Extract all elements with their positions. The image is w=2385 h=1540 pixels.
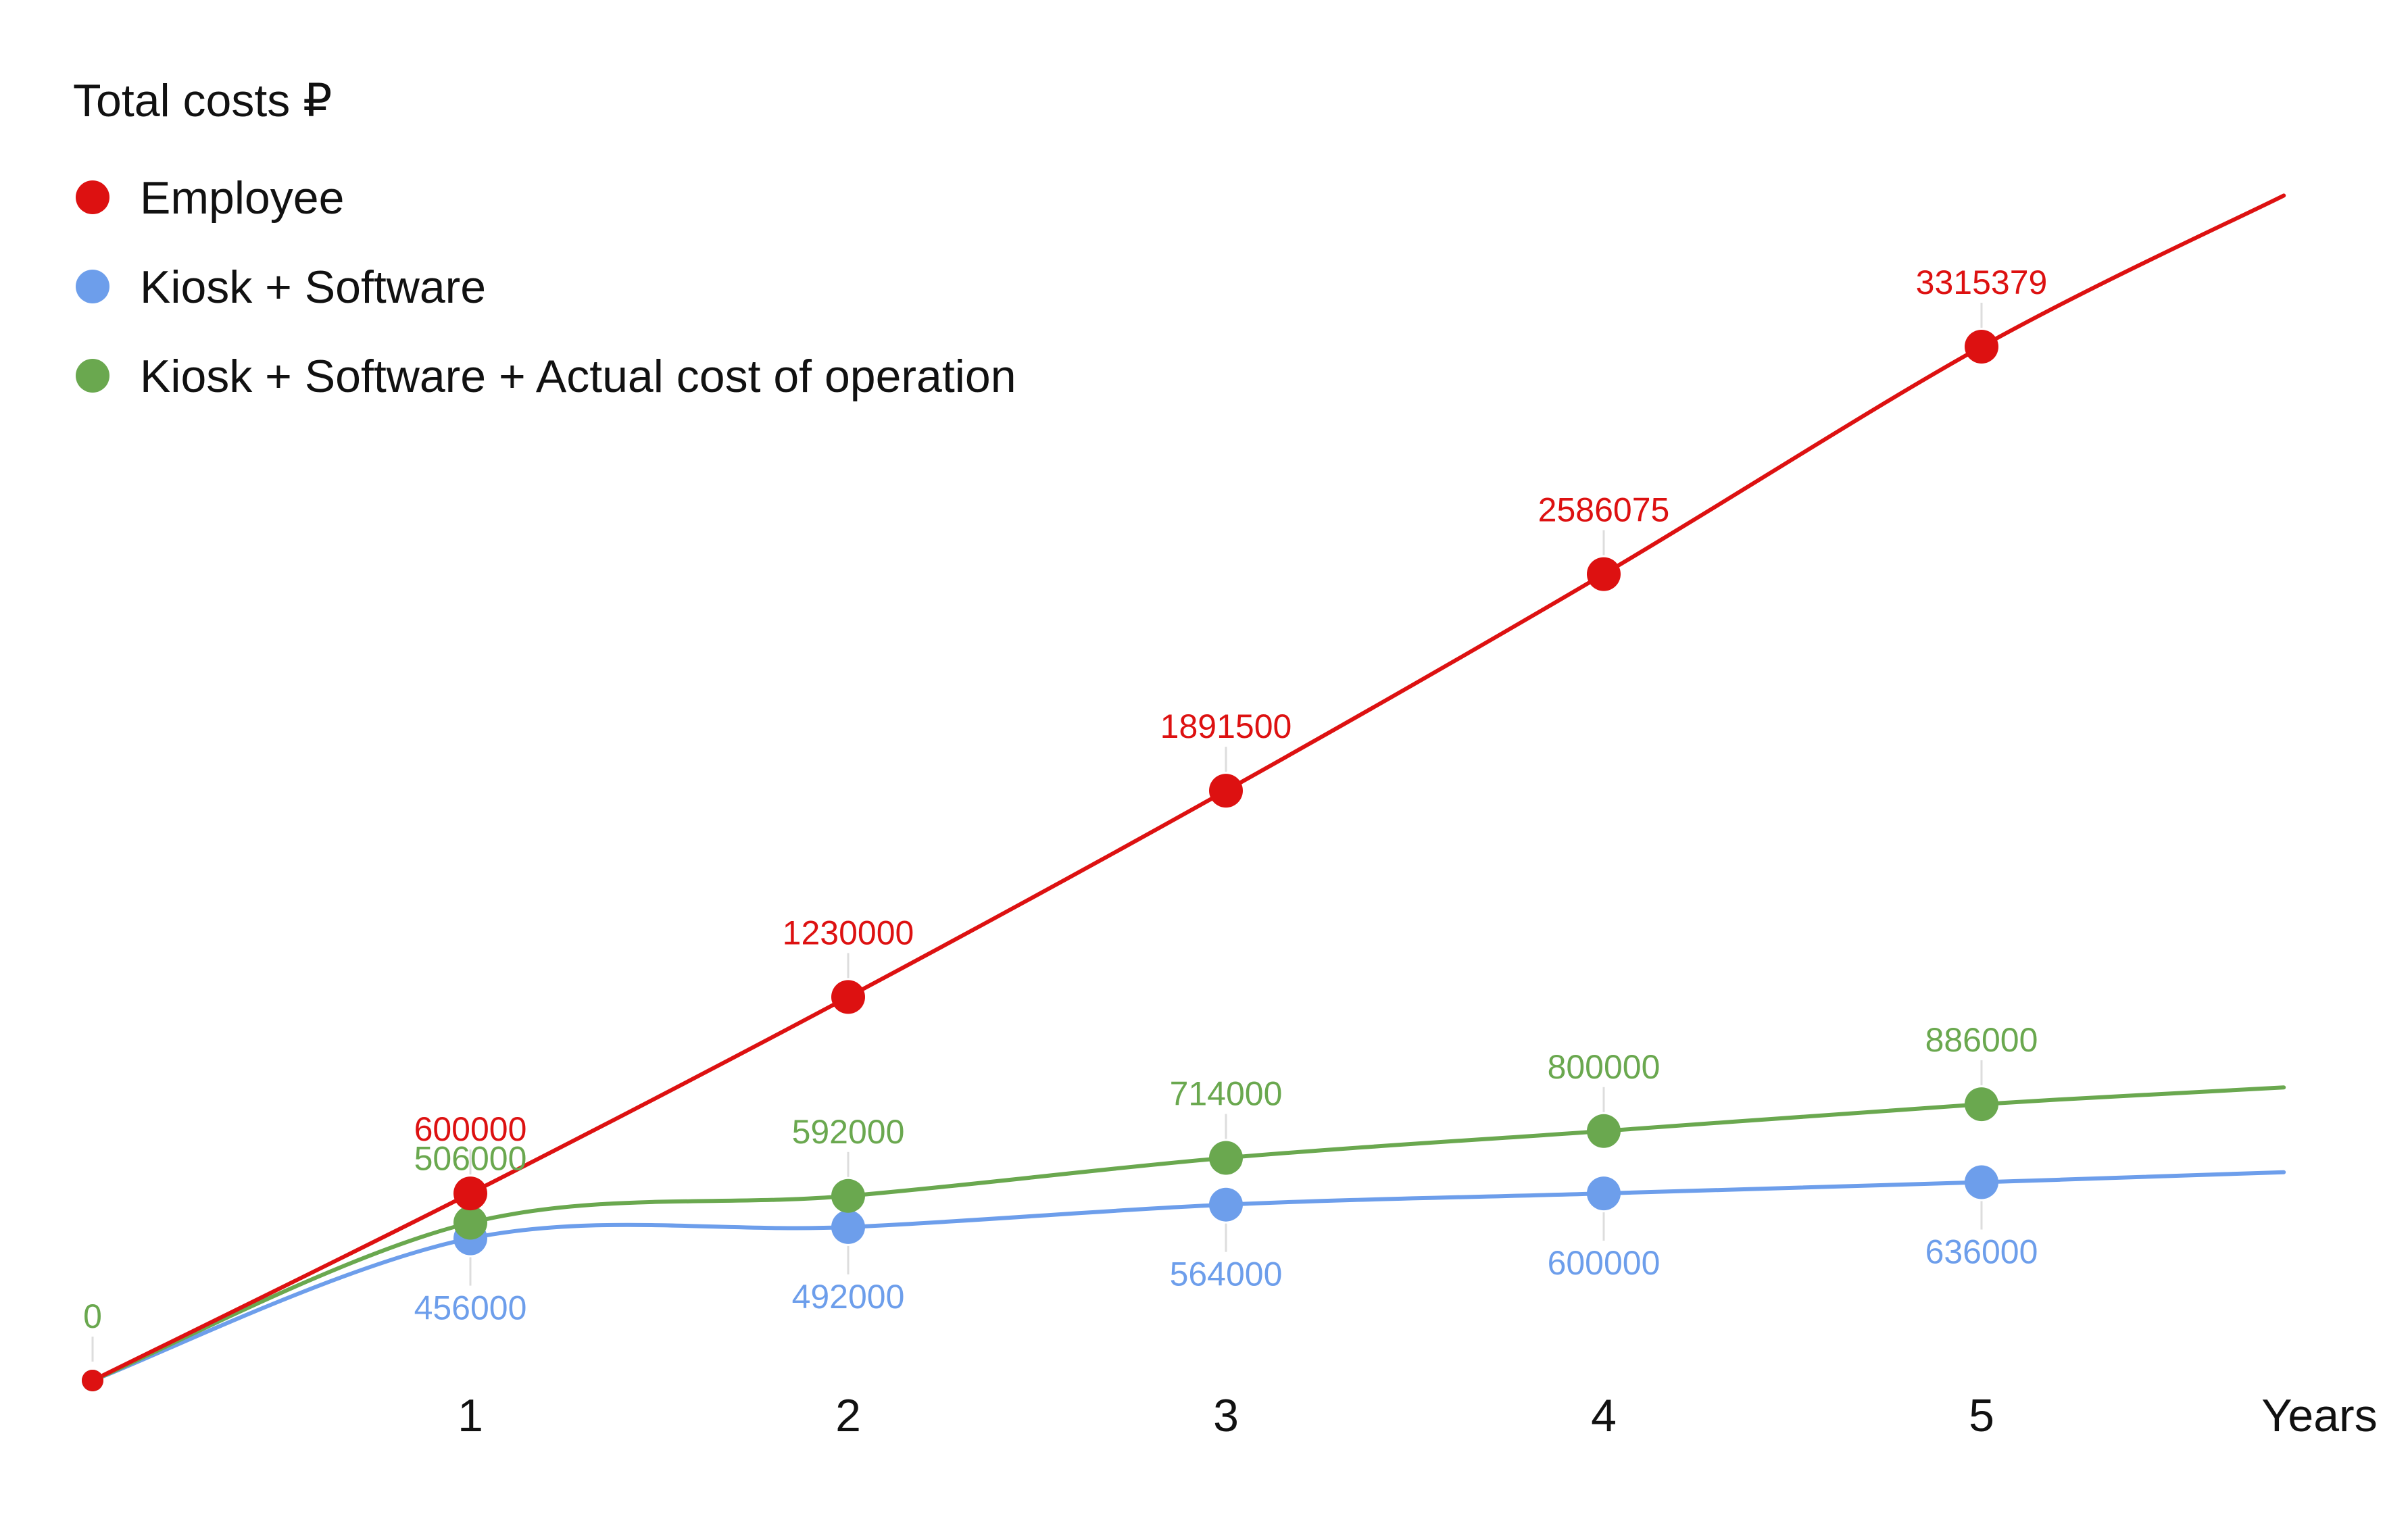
kiosk-software-data-label: 456000	[414, 1289, 527, 1327]
kiosk-software-actual-cost-of-operation-data-label: 714000	[1170, 1075, 1283, 1113]
x-axis-ticks: 1 2 3 4 5	[458, 1390, 1994, 1441]
employee-point	[453, 1176, 487, 1211]
x-axis-label: Years	[2261, 1390, 2377, 1441]
kiosk-software-actual-cost-of-operation-data-label: 800000	[1548, 1048, 1661, 1086]
kiosk-software-point	[1209, 1187, 1243, 1222]
x-tick-label: 2	[835, 1390, 861, 1441]
legend-item-employee: Employee	[76, 172, 344, 224]
legend-marker	[76, 270, 109, 303]
legend-item-kiosk-software: Kiosk + Software	[76, 262, 486, 313]
kiosk-software-actual-cost-of-operation-point	[453, 1206, 487, 1240]
employee-point	[1587, 557, 1621, 591]
kiosk-software-data-label: 636000	[1925, 1233, 2038, 1271]
kiosk-software-data-label: 564000	[1170, 1256, 1283, 1293]
kiosk-software-actual-cost-of-operation-point	[1209, 1141, 1243, 1175]
employee-data-label: 1891500	[1160, 707, 1292, 745]
kiosk-software-actual-cost-of-operation-point	[1587, 1114, 1621, 1148]
x-tick-label: 5	[1969, 1390, 1994, 1441]
kiosk-software-actual-cost-of-operation-point	[831, 1178, 865, 1213]
legend-item-kiosk-software-actual-cost-of-operation: Kiosk + Software + Actual cost of operat…	[76, 351, 1016, 402]
legend-label: Kiosk + Software	[140, 262, 486, 313]
label-guides	[91, 303, 1983, 1362]
x-tick-label: 4	[1591, 1390, 1617, 1441]
chart-title: Total costs ₽	[73, 75, 332, 126]
x-tick-label: 3	[1213, 1390, 1239, 1441]
employee-point	[1965, 330, 1998, 364]
legend-marker	[76, 359, 109, 393]
employee-data-label: 3315379	[1916, 264, 2048, 301]
kiosk-software-point	[1965, 1165, 1998, 1199]
employee-data-label: 2586075	[1538, 491, 1670, 529]
kiosk-software-point	[831, 1210, 865, 1244]
series-points	[82, 330, 1998, 1391]
data-labels: 456000 492000 564000 600000 636000 0 506000 592…	[83, 264, 2047, 1335]
employee-point	[1209, 774, 1243, 808]
legend-label: Employee	[140, 172, 344, 224]
employee-data-label: 1230000	[783, 914, 914, 951]
legend-label: Kiosk + Software + Actual cost of operat…	[140, 351, 1016, 402]
x-tick-label: 1	[458, 1390, 483, 1441]
kiosk-software-actual-cost-of-operation-data-label: 592000	[792, 1113, 905, 1151]
employee-point	[82, 1370, 103, 1391]
employee-data-label: 600000	[414, 1110, 527, 1148]
kiosk-software-actual-cost-of-operation-data-label: 0	[83, 1297, 102, 1335]
kiosk-software-actual-cost-of-operation-data-label: 506000	[414, 1140, 527, 1178]
kiosk-software-point	[1587, 1176, 1621, 1211]
employee-point	[831, 980, 865, 1014]
kiosk-software-actual-cost-of-operation-point	[1965, 1087, 1998, 1122]
legend-marker	[76, 180, 109, 214]
kiosk-software-data-label: 492000	[792, 1278, 905, 1316]
kiosk-software-actual-cost-of-operation-data-label: 886000	[1925, 1021, 2038, 1059]
kiosk-software-data-label: 600000	[1548, 1244, 1661, 1282]
legend: Total costs ₽ Employee Kiosk + Software Ki…	[73, 75, 1016, 402]
